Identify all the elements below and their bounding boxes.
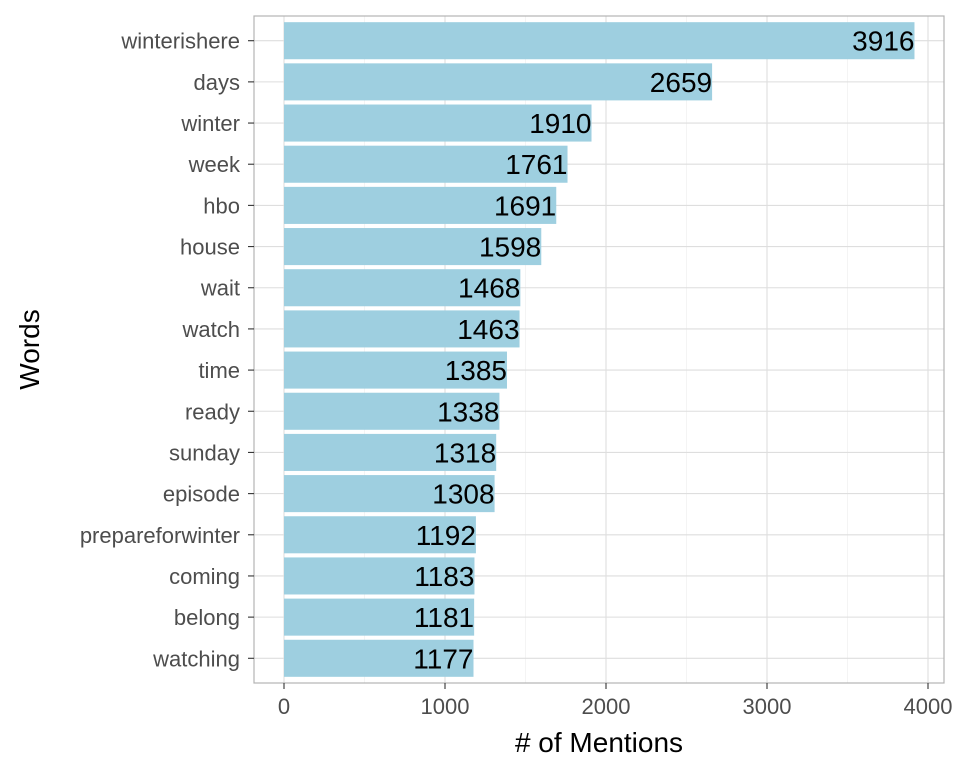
y-tick-label: ready (185, 399, 240, 424)
y-tick-label: sunday (169, 440, 240, 465)
y-axis: winterishere days winter week hbo house wait wa… (80, 29, 254, 671)
data-label: 1910 (529, 108, 591, 139)
data-label: 1761 (505, 149, 567, 180)
data-label: 1463 (457, 314, 519, 345)
data-label: 1308 (432, 479, 494, 510)
data-label: 1468 (458, 273, 520, 304)
x-axis: 0 1000 2000 3000 4000 (278, 683, 953, 719)
data-label: 1177 (413, 643, 473, 674)
data-label: 1192 (416, 520, 476, 551)
data-label: 3916 (852, 26, 914, 57)
panel-border (253, 15, 945, 684)
y-tick-label: watch (182, 317, 240, 342)
y-tick-label: belong (174, 605, 240, 630)
x-tick-label: 3000 (743, 694, 792, 719)
data-label: 1181 (414, 602, 474, 633)
y-tick-label: coming (169, 564, 240, 589)
data-label: 1385 (445, 355, 507, 386)
bar (284, 310, 520, 348)
bar (284, 269, 521, 307)
x-tick-label: 4000 (904, 694, 953, 719)
bar (284, 516, 476, 554)
bar (284, 104, 592, 142)
bar (284, 145, 568, 183)
x-tick-label: 2000 (582, 694, 631, 719)
data-label: 1183 (414, 561, 474, 592)
y-tick-label: days (194, 70, 240, 95)
bar (284, 228, 542, 266)
bar (284, 392, 500, 430)
y-tick-label: wait (200, 276, 240, 301)
data-label: 1338 (437, 396, 499, 427)
bar (284, 186, 557, 224)
y-tick-label: watching (152, 646, 240, 671)
y-axis-title: Words (14, 309, 45, 389)
y-tick-label: prepareforwinter (80, 523, 240, 548)
y-tick-label: winterishere (120, 29, 240, 54)
x-tick-label: 1000 (421, 694, 470, 719)
bars: 3916 2659 1910 1761 1691 1598 1468 1463 1385 1338… (284, 22, 915, 677)
y-tick-label: hbo (203, 193, 240, 218)
y-tick-label: episode (163, 482, 240, 507)
x-axis-title: # of Mentions (515, 727, 683, 758)
data-label: 1691 (494, 190, 556, 221)
bar (284, 22, 915, 60)
data-label: 2659 (650, 67, 712, 98)
y-tick-label: winter (180, 111, 240, 136)
bar (284, 557, 475, 595)
bar (284, 639, 474, 677)
data-label: 1598 (479, 232, 541, 263)
bar (284, 63, 713, 101)
y-tick-label: week (188, 152, 241, 177)
x-tick-label: 0 (278, 694, 290, 719)
y-tick-label: time (198, 358, 240, 383)
bar (284, 433, 497, 471)
bar (284, 598, 475, 636)
y-tick-label: house (180, 235, 240, 260)
bar (284, 475, 495, 513)
data-label: 1318 (434, 437, 496, 468)
bar (284, 351, 507, 389)
